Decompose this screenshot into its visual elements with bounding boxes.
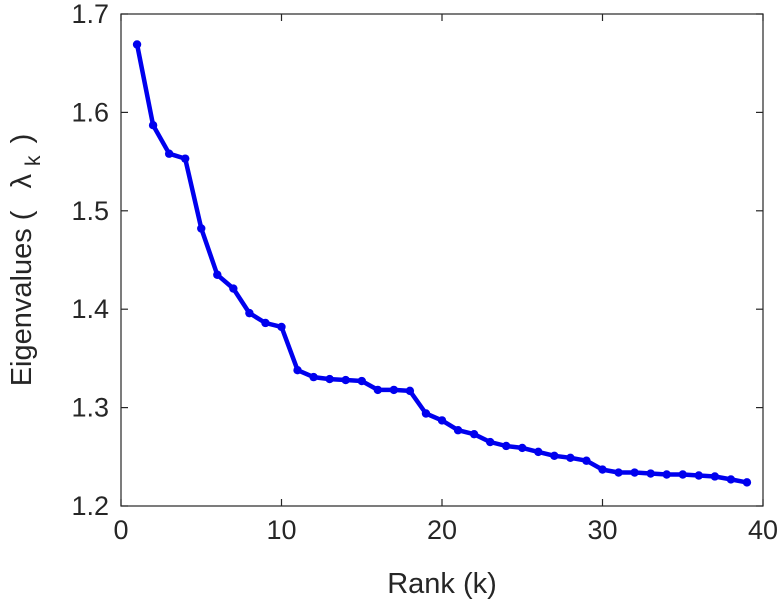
data-point	[164, 149, 174, 158]
data-point	[742, 478, 752, 487]
y-axis-label-close: )	[6, 134, 38, 144]
data-point	[726, 475, 736, 484]
y-tick-label: 1.7	[71, 0, 109, 29]
y-tick-label: 1.3	[71, 393, 109, 423]
data-point	[678, 470, 687, 479]
data-point	[550, 451, 559, 461]
data-point	[485, 437, 495, 447]
y-axis-label-symbol: λ	[6, 174, 38, 189]
data-point	[662, 470, 671, 479]
data-point	[453, 426, 463, 435]
data-point	[245, 308, 254, 318]
data-point	[277, 322, 286, 332]
data-point	[229, 284, 238, 293]
x-tick-label: 0	[113, 515, 128, 545]
data-point	[630, 468, 639, 477]
data-point	[213, 270, 222, 279]
data-point	[598, 465, 607, 474]
data-point	[325, 374, 334, 384]
data-point	[132, 40, 142, 49]
data-point	[421, 409, 431, 418]
y-tick-label: 1.6	[71, 97, 109, 127]
data-point	[389, 385, 399, 395]
data-point	[469, 429, 479, 439]
y-tick-label: 1.2	[71, 491, 109, 521]
data-point	[646, 469, 655, 478]
data-point	[293, 366, 302, 375]
data-point	[148, 120, 158, 130]
data-point	[710, 472, 720, 481]
data-point	[566, 453, 575, 462]
data-series	[132, 40, 752, 487]
data-point	[437, 416, 447, 425]
data-point	[261, 318, 270, 328]
data-point	[373, 385, 382, 395]
x-tick-label: 20	[427, 515, 457, 545]
axis-ticks: 0 10 20 30 40 1.2 1.3 1.4 1.5 1.6 1.7	[71, 0, 778, 545]
data-point	[582, 456, 591, 465]
data-point	[357, 376, 366, 386]
x-tick-label: 30	[587, 515, 617, 545]
plot-axes	[120, 13, 764, 507]
y-tick-label: 1.5	[71, 196, 109, 226]
data-point	[181, 154, 190, 163]
data-point	[405, 386, 415, 396]
plot-frame	[120, 13, 764, 507]
y-axis-label-subscript: k	[22, 155, 45, 166]
data-point	[197, 224, 206, 233]
x-axis-label: Rank (k)	[387, 568, 497, 600]
data-point	[341, 375, 350, 385]
data-point	[614, 468, 623, 477]
y-axis-label: Eigenvalues ( λ k )	[6, 134, 47, 387]
data-point	[309, 372, 318, 382]
x-tick-label: 10	[266, 515, 296, 545]
x-tick-label: 40	[748, 515, 778, 545]
data-point	[518, 443, 527, 453]
data-point	[502, 441, 511, 451]
y-axis-label-text: Eigenvalues (	[6, 210, 38, 386]
data-point	[534, 447, 543, 457]
data-point	[694, 471, 703, 480]
y-tick-label: 1.4	[71, 294, 109, 324]
